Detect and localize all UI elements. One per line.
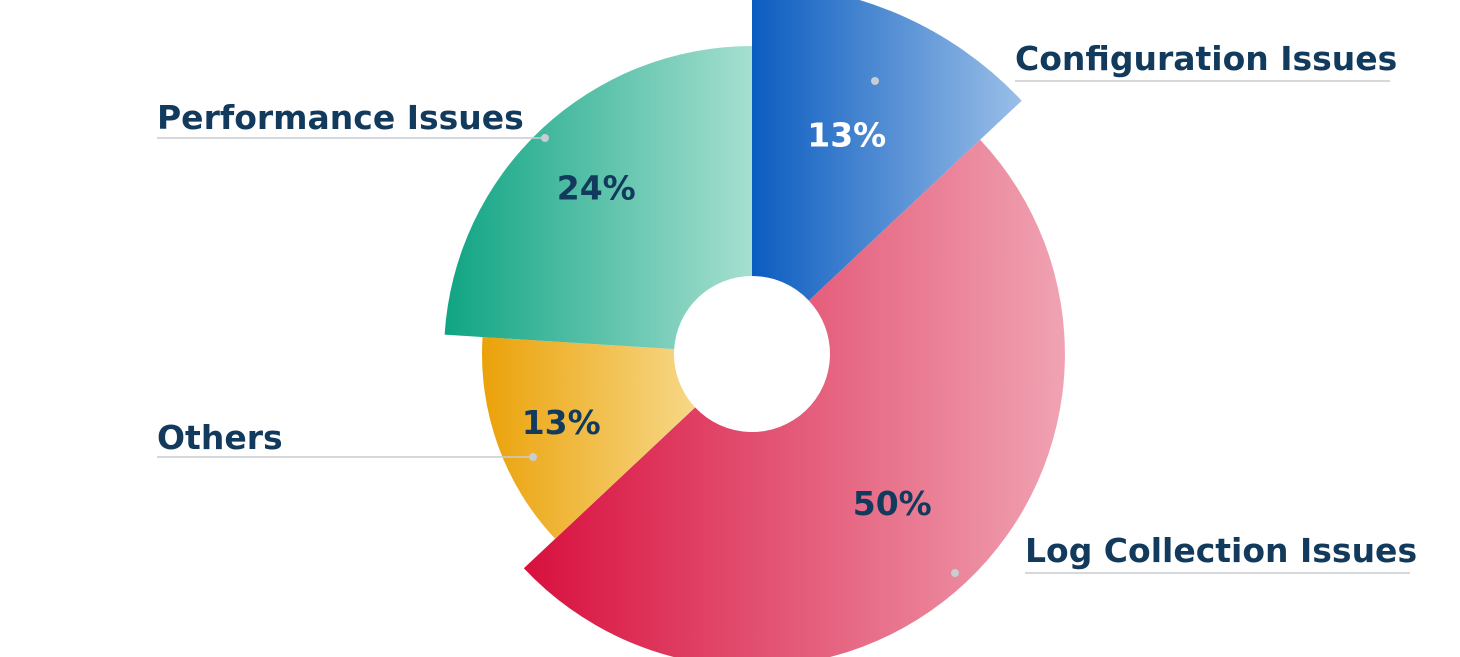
- slice-log-collection-issues: [523, 139, 1065, 657]
- leader-dot-log-collection-issues: [951, 569, 959, 577]
- leader-dot-performance-issues: [541, 134, 549, 142]
- legend-label-log-collection-issues: Log Collection Issues: [1025, 531, 1417, 570]
- slice-performance-issues: [444, 46, 752, 350]
- slice-others: [482, 337, 696, 539]
- value-label-others: 13%: [522, 403, 601, 442]
- legend-label-configuration-issues: Configuration Issues: [1015, 39, 1397, 78]
- leader-dot-others: [529, 453, 537, 461]
- legend-label-performance-issues: Performance Issues: [157, 98, 524, 137]
- value-label-configuration-issues: 13%: [807, 116, 886, 155]
- leader-dot-configuration-issues: [871, 77, 879, 85]
- value-label-log-collection-issues: 50%: [853, 484, 932, 523]
- value-label-performance-issues: 24%: [557, 169, 636, 208]
- slice-configuration-issues: [752, 0, 1022, 301]
- legend-label-others: Others: [157, 418, 283, 457]
